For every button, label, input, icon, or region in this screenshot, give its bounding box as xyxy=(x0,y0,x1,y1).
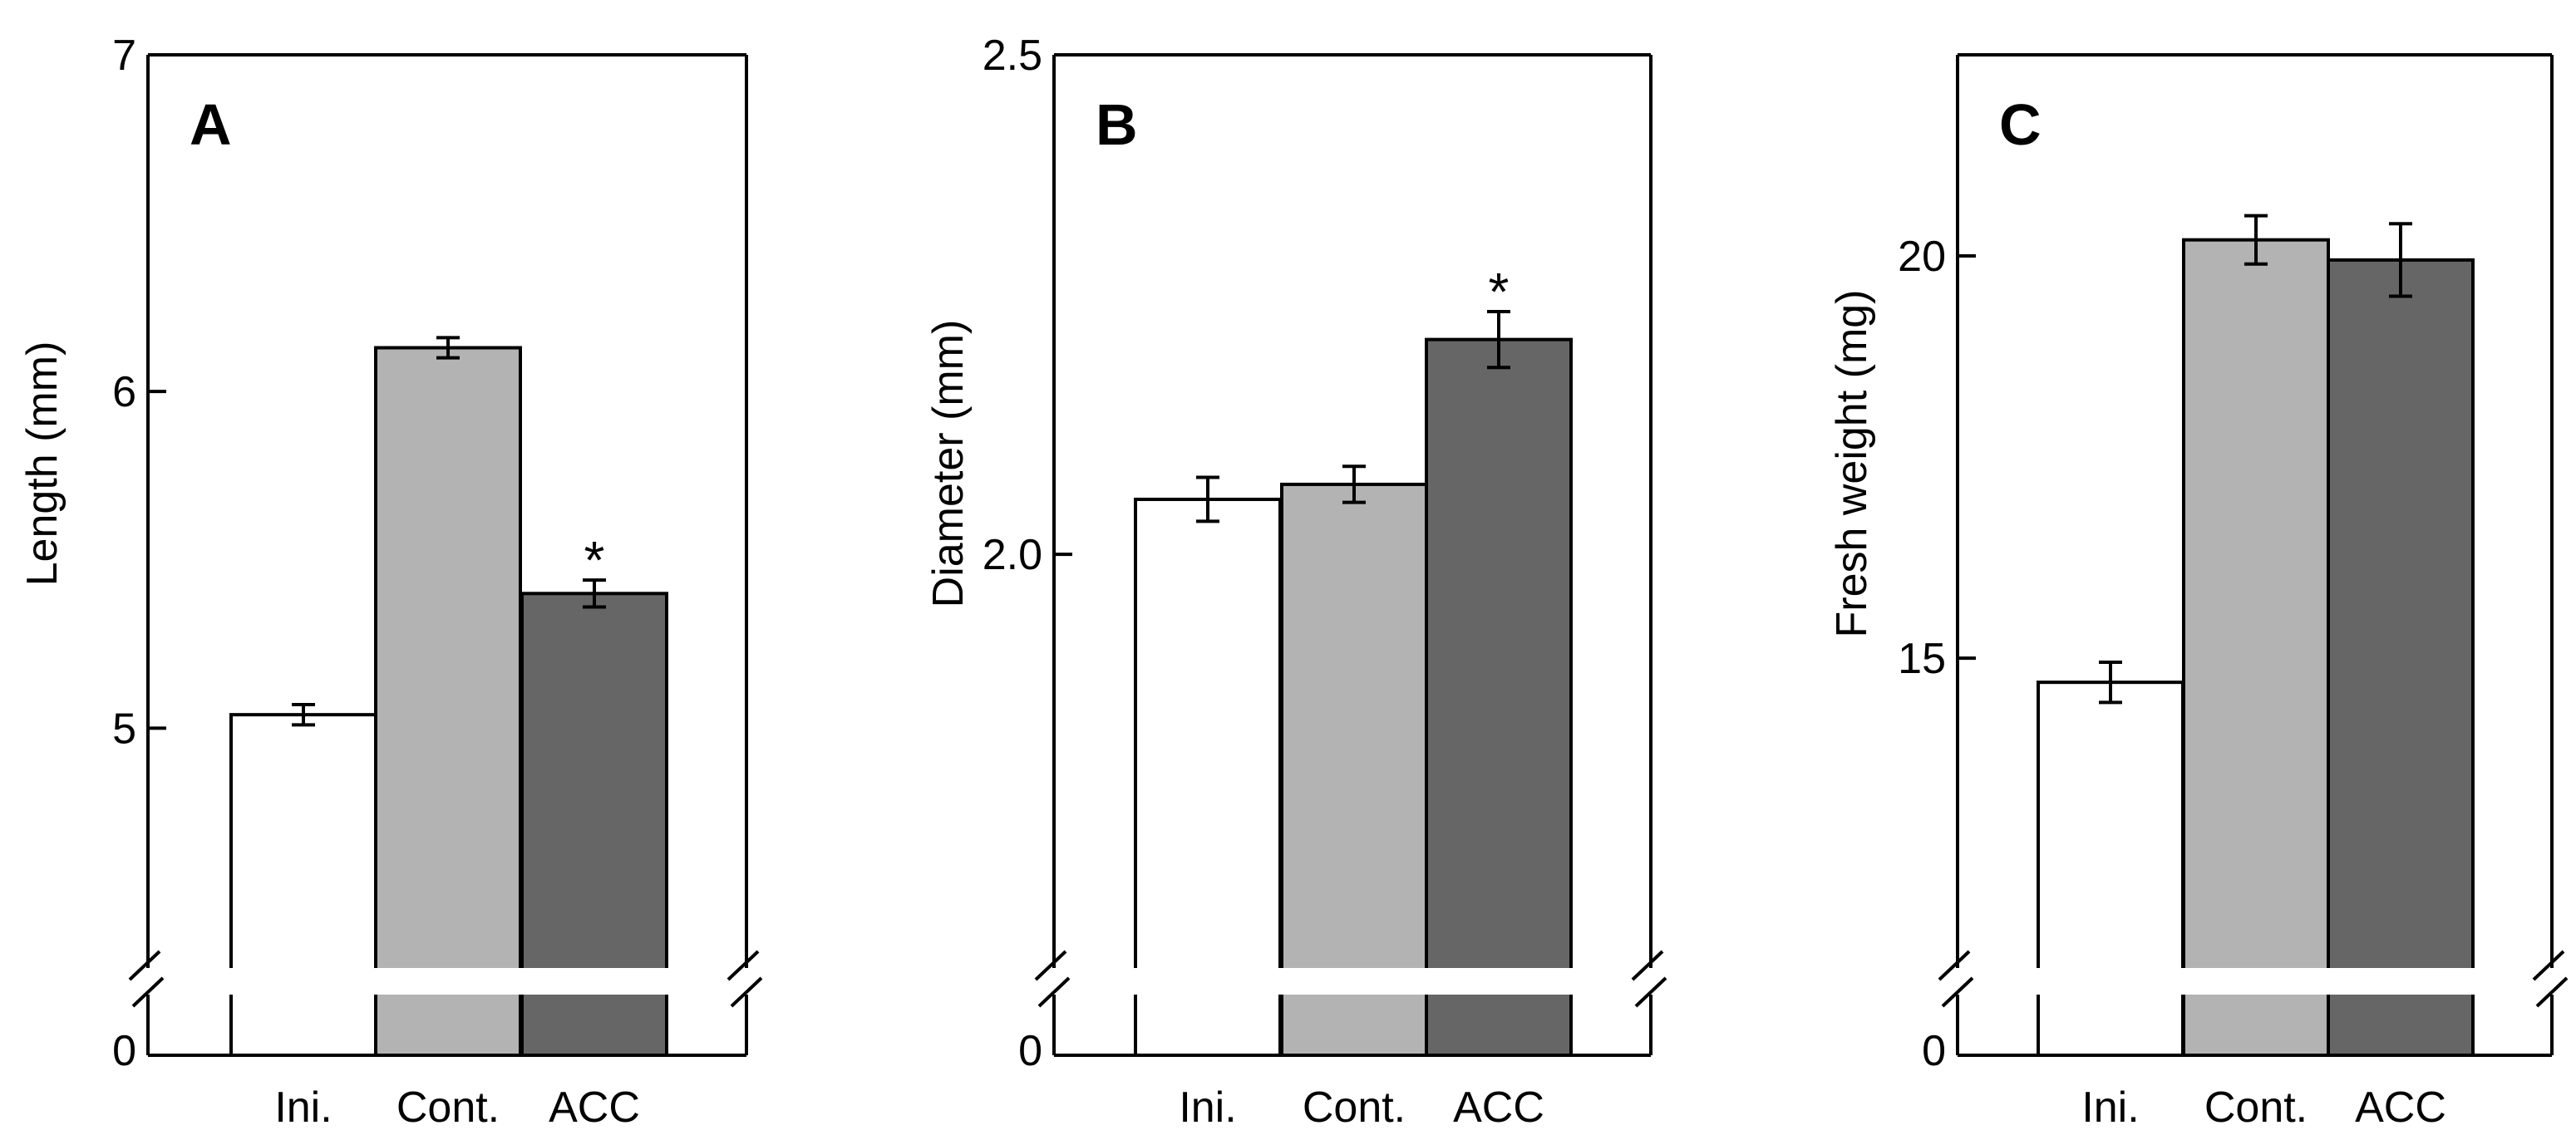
chart-panel-c: 15 20 0 Fresh weight (mg) C Ini. Cont. ACC xyxy=(1828,53,2576,1132)
x-category-label: Cont. xyxy=(396,1083,500,1132)
axis-break-mark xyxy=(2535,976,2569,1008)
y-axis-title: Fresh weight (mg) xyxy=(1828,290,1876,638)
x-category-label: ACC xyxy=(1453,1083,1544,1132)
axis-break-mark xyxy=(1941,976,1974,1008)
x-category-label: Ini. xyxy=(2081,1083,2139,1132)
panel-letter: A xyxy=(190,92,232,157)
x-category-label: Cont. xyxy=(2204,1083,2308,1132)
y-tick-label: 2.5 xyxy=(983,32,1042,80)
axis-break-gap xyxy=(1021,968,1684,995)
bar xyxy=(2037,681,2184,1057)
y-axis-title: Diameter (mm) xyxy=(924,320,973,608)
y-zero-label: 0 xyxy=(1922,1027,1946,1075)
x-category-label: ACC xyxy=(549,1083,640,1132)
axis-break-mark xyxy=(1631,950,1664,981)
bar xyxy=(2182,238,2330,1058)
bar xyxy=(1280,482,1428,1057)
panel-letter: B xyxy=(1096,92,1138,157)
panel-letter: C xyxy=(1999,92,2042,157)
axis-break-mark xyxy=(131,976,165,1008)
y-tick-label: 7 xyxy=(112,32,136,80)
significance-marker: * xyxy=(1489,262,1510,322)
x-category-label: Ini. xyxy=(274,1083,332,1132)
bar xyxy=(229,713,377,1057)
y-axis-title: Length (mm) xyxy=(18,342,66,587)
axis-break-mark xyxy=(1037,976,1071,1008)
axis-break-mark xyxy=(128,950,161,981)
y-tick-label: 6 xyxy=(112,368,136,416)
y-tick-label: 15 xyxy=(1898,635,1946,683)
chart-panel-b: 2.0 2.5 0 Diameter (mm) B * Ini. Cont. ACC xyxy=(924,32,1684,1132)
x-category-label: ACC xyxy=(2355,1083,2446,1132)
y-tick-label: 5 xyxy=(112,705,136,753)
axis-break-mark xyxy=(1634,976,1667,1008)
bar xyxy=(2327,258,2475,1057)
y-tick-label: 20 xyxy=(1898,233,1946,281)
chart-panel-a: 5 6 7 0 Length (mm) A * Ini. Cont. ACC xyxy=(18,32,780,1132)
bar xyxy=(1425,337,1573,1057)
x-category-label: Ini. xyxy=(1179,1083,1236,1132)
axis-break-gap xyxy=(115,968,780,995)
axis-break-mark xyxy=(2532,950,2565,981)
axis-break-mark xyxy=(1938,950,1971,981)
y-zero-label: 0 xyxy=(112,1027,136,1075)
significance-marker: * xyxy=(584,530,605,590)
y-tick-label: 2.0 xyxy=(983,531,1042,579)
x-category-label: Cont. xyxy=(1303,1083,1406,1132)
axis-break-mark xyxy=(727,950,760,981)
bar xyxy=(374,346,522,1057)
axis-break-mark xyxy=(1034,950,1067,981)
axis-break-gap xyxy=(1924,968,2576,995)
axis-break-mark xyxy=(730,976,763,1008)
y-zero-label: 0 xyxy=(1018,1027,1042,1075)
